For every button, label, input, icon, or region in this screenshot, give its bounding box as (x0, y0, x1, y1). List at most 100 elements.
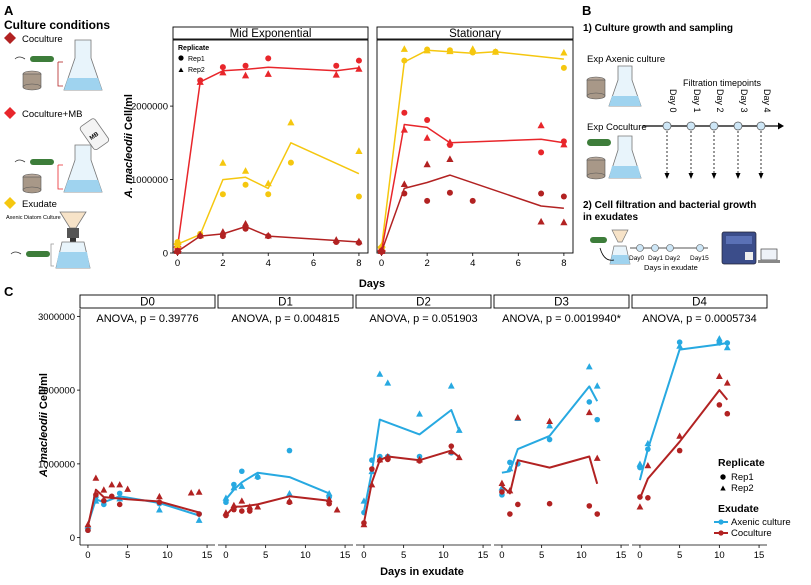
series-line-coculture-d0 (86, 488, 200, 527)
coculture-culture-icon (586, 135, 642, 180)
timeline-day1: Day1 (648, 255, 664, 262)
point-rep2-exudate (287, 118, 295, 126)
panel-a-charts: Mid Exponential 0 2 4 6 8 0 1000000 2000000 Sta… (123, 26, 574, 290)
point-rep2-exudate (400, 45, 408, 52)
point-rep2-axenic (676, 342, 684, 349)
point-rep2-exudate (491, 48, 500, 55)
day-node (662, 121, 672, 131)
bottle-icon (79, 118, 110, 151)
facet-title-stationary: Stationary (449, 28, 501, 40)
point-rep1-exudate (401, 57, 408, 64)
point-rep2-coculture-mb (423, 134, 431, 141)
point-rep2-coculture (498, 479, 506, 486)
point-rep2-axenic (384, 379, 392, 386)
point-rep1-coculture (724, 410, 731, 417)
point-rep1-coculture-mb (333, 62, 340, 69)
point-rep1-coculture (401, 190, 408, 197)
x-tick-label: 0 (379, 258, 384, 269)
point-rep2-axenic (195, 516, 203, 523)
point-rep1-coculture (637, 494, 643, 500)
point-rep1-coculture (546, 500, 553, 507)
point-rep2-coculture (400, 180, 408, 188)
chart-mid-exponential: 0 2 4 6 8 0 1000000 2000000 (131, 55, 363, 269)
day-label: Day 2 (715, 89, 725, 113)
point-rep2-axenic (636, 460, 644, 467)
point-rep2-coculture (723, 379, 731, 386)
point-rep2-coculture (230, 501, 238, 509)
day-label: Day 4 (762, 89, 772, 113)
point-rep2-exudate (264, 179, 272, 187)
point-rep2-coculture (332, 236, 340, 243)
legend-rep2-label-a: Rep2 (188, 67, 205, 74)
x-tick-label: 5 (263, 550, 268, 561)
axenic-culture-icon (586, 65, 642, 107)
series-line-coculture-mb (176, 66, 359, 248)
legend-axenic-marker (718, 519, 724, 525)
facet-strip-mid (172, 26, 369, 40)
point-rep1-axenic (546, 436, 553, 443)
point-rep2-coculture (593, 454, 601, 461)
point-rep2-exudate (241, 167, 250, 174)
condition-exudate-label: Exudate (22, 199, 57, 210)
point-rep1-coculture (469, 197, 476, 204)
point-rep2-exudate (560, 48, 568, 56)
coculture-setup-icon (14, 39, 103, 91)
facet-title-d4: D4 (692, 297, 707, 309)
y-tick-label: 0 (163, 249, 168, 260)
point-rep2-coculture-mb (400, 126, 408, 133)
point-rep2-coculture (187, 489, 195, 496)
point-rep2-exudate (355, 147, 363, 154)
bacteria-icon (26, 251, 50, 257)
point-rep1-coculture (716, 402, 723, 408)
point-rep2-coculture (560, 218, 568, 226)
point-rep1-axenic (369, 457, 375, 463)
filtration-day-markers: Day 0 Day 1 Day 2 Day 3 Day 4 (662, 89, 772, 179)
point-rep1-coculture (448, 443, 455, 449)
x-tick-label: 0 (499, 550, 504, 561)
x-tick-label: 10 (714, 550, 725, 561)
y-tick-label: 3000000 (38, 312, 75, 323)
y-tick-label: 2000000 (38, 386, 75, 397)
point-rep2-coculture-mb (241, 71, 250, 79)
point-rep2-coculture (254, 503, 262, 510)
x-tick-label: 6 (311, 258, 316, 269)
point-rep2-axenic (360, 497, 368, 504)
point-rep1-axenic (586, 399, 593, 405)
series-line-exudate (380, 49, 564, 248)
legend-rep1-label-a: Rep1 (188, 56, 205, 63)
point-rep1-coculture-mb (242, 62, 249, 69)
point-rep2-coculture (241, 220, 250, 227)
point-rep2-axenic (230, 484, 238, 491)
day-arrow-icon (711, 173, 717, 179)
point-rep1-axenic (239, 468, 245, 475)
condition-coculture-mb-label: Coculture+MB (22, 109, 82, 120)
point-rep1-coculture (586, 503, 593, 509)
timeline-day15: Day15 (690, 255, 709, 262)
point-rep2-exudate (423, 46, 431, 54)
point-rep2-coculture (676, 432, 684, 439)
point-rep2-coculture-mb (355, 65, 363, 72)
x-axis-label-c: Days in exudate (380, 566, 464, 578)
day-node (733, 121, 743, 131)
point-rep2-coculture (636, 503, 644, 510)
anova-label-d1: ANOVA, p = 0.004815 (231, 313, 339, 325)
x-axis-label-a: Days (359, 278, 385, 290)
point-rep1-coculture (560, 193, 567, 200)
panel-a-label: A (4, 3, 14, 18)
point-rep1-axenic (676, 339, 683, 345)
point-rep2-exudate (219, 159, 227, 166)
point-rep2-coculture (108, 481, 116, 488)
legend-replicate-title-a: Replicate (178, 45, 209, 52)
legend-rep2-marker-a (178, 67, 184, 72)
point-rep2-coculture (455, 453, 463, 461)
panel-b-label: B (582, 3, 591, 18)
point-rep1-coculture (446, 189, 453, 196)
point-rep1-coculture (326, 500, 332, 507)
y-tick-label: 2000000 (131, 102, 168, 113)
legend-rep2-label-c: Rep2 (731, 483, 754, 494)
timeline-node (651, 244, 659, 252)
point-rep1-coculture-mb (401, 109, 408, 116)
culture-conditions-heading: Culture conditions (4, 18, 110, 32)
point-rep2-axenic (546, 422, 553, 429)
timeline-day2: Day2 (665, 255, 681, 262)
